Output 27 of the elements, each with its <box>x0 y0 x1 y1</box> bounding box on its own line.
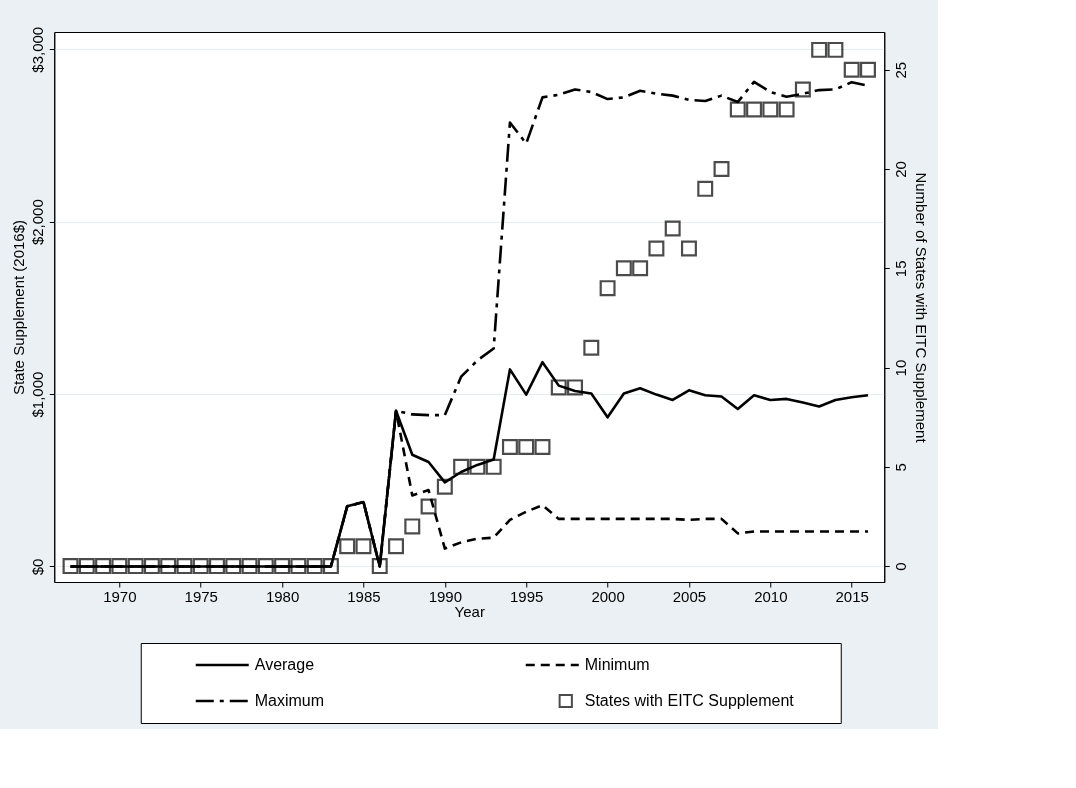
legend-label: Maximum <box>254 692 325 709</box>
x-tick-label: 2015 <box>835 587 869 605</box>
x-tick-label: 2005 <box>672 587 707 605</box>
x-axis-title: Year <box>454 602 485 620</box>
legend-label: States with EITC Supplement <box>584 692 795 709</box>
y-axis-title: State Supplement (2016$) <box>9 219 27 396</box>
y2-tick-label: 0 <box>891 562 909 571</box>
y-tick-label: $1,000 <box>28 371 46 418</box>
x-tick-label: 1980 <box>265 587 300 605</box>
y2-axis-title: Number of States with EITC Supplement <box>912 172 930 444</box>
y-tick-label: $3,000 <box>28 26 46 73</box>
y2-tick-label: 20 <box>891 161 909 178</box>
x-tick-label: 1985 <box>347 587 381 605</box>
y-tick-label: $2,000 <box>28 199 46 246</box>
x-tick-label: 2010 <box>754 587 788 605</box>
legend-label: Average <box>254 656 315 673</box>
y2-tick-label: 15 <box>891 260 909 278</box>
x-tick-label: 1975 <box>184 587 218 605</box>
y-tick-label: $0 <box>28 558 46 576</box>
x-tick-label: 1970 <box>103 587 137 605</box>
legend-label: Minimum <box>584 656 650 673</box>
y2-tick-label: 25 <box>891 61 909 79</box>
x-tick-label: 1995 <box>510 587 544 605</box>
x-tick-label: 1990 <box>428 587 463 605</box>
x-tick-label: 2000 <box>591 587 625 605</box>
y2-tick-label: 10 <box>891 359 909 377</box>
y2-tick-label: 5 <box>891 463 909 472</box>
